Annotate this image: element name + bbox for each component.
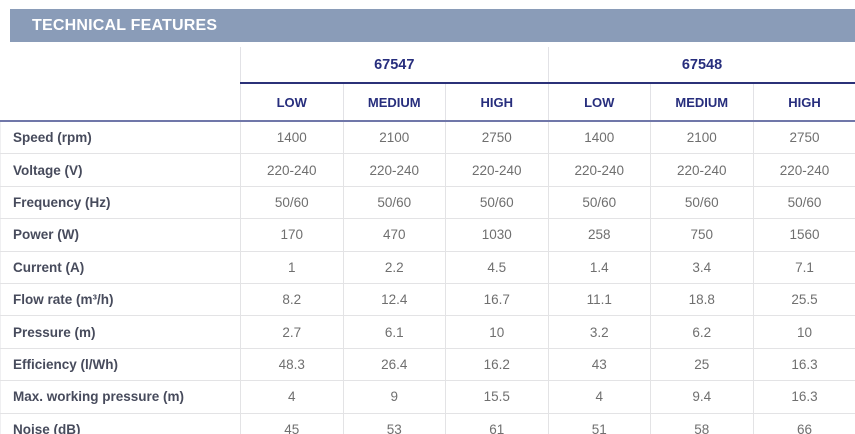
cell-value: 16.3 — [752, 348, 855, 382]
column-header-low: LOW — [240, 83, 343, 122]
cell-value: 750 — [650, 218, 754, 252]
cell-value: 1560 — [752, 218, 855, 252]
row-label: Max. working pressure (m) — [0, 380, 241, 414]
corner-cell — [0, 83, 241, 122]
model-header-row: 67547 67548 — [1, 47, 855, 84]
row-label: Power (W) — [0, 218, 241, 252]
table-row-flow-rate: Flow rate (m³/h) 8.2 12.4 16.7 11.1 18.8… — [0, 283, 855, 317]
model-header-67547: 67547 — [240, 47, 549, 84]
row-label: Frequency (Hz) — [0, 186, 241, 220]
cell-value: 2100 — [650, 121, 754, 155]
column-header-low: LOW — [547, 83, 651, 122]
cell-value: 1 — [240, 251, 343, 284]
cell-value: 6.1 — [342, 315, 446, 349]
cell-value: 4 — [240, 380, 343, 414]
section-title-bar: TECHNICAL FEATURES — [10, 9, 855, 42]
row-label: Speed (rpm) — [0, 121, 241, 155]
cell-value: 2.2 — [342, 251, 446, 284]
table-row-noise: Noise (dB) 45 53 61 51 58 66 — [0, 413, 855, 434]
cell-value: 16.2 — [445, 348, 549, 382]
row-label: Efficiency (l/Wh) — [0, 348, 241, 382]
table-row-power: Power (W) 170 470 1030 258 750 1560 — [0, 218, 855, 252]
table-row-pressure: Pressure (m) 2.7 6.1 10 3.2 6.2 10 — [0, 315, 855, 349]
cell-value: 43 — [547, 348, 651, 382]
section-title: TECHNICAL FEATURES — [32, 16, 218, 34]
table-row-speed: Speed (rpm) 1400 2100 2750 1400 2100 275… — [0, 121, 855, 155]
cell-value: 26.4 — [342, 348, 446, 382]
cell-value: 61 — [445, 413, 549, 434]
cell-value: 53 — [342, 413, 446, 434]
cell-value: 220-240 — [650, 153, 754, 187]
cell-value: 16.3 — [752, 380, 855, 414]
level-header-row: LOW MEDIUM HIGH LOW MEDIUM HIGH — [0, 83, 855, 122]
cell-value: 2100 — [342, 121, 446, 155]
cell-value: 2.7 — [240, 315, 343, 349]
column-header-medium: MEDIUM — [342, 83, 446, 122]
model-header-67548: 67548 — [547, 47, 855, 84]
cell-value: 18.8 — [650, 283, 754, 317]
cell-value: 8.2 — [240, 283, 343, 317]
cell-value: 3.4 — [650, 251, 754, 284]
row-label: Voltage (V) — [0, 153, 241, 187]
technical-features-table: 67547 67548 LOW MEDIUM HIGH LOW MEDIUM H… — [0, 47, 855, 434]
cell-value: 1400 — [240, 121, 343, 155]
row-label: Current (A) — [0, 251, 241, 284]
row-label: Noise (dB) — [0, 413, 241, 434]
cell-value: 25.5 — [752, 283, 855, 317]
cell-value: 50/60 — [445, 186, 549, 220]
row-label: Flow rate (m³/h) — [0, 283, 241, 317]
cell-value: 58 — [650, 413, 754, 434]
cell-value: 50/60 — [547, 186, 651, 220]
cell-value: 220-240 — [547, 153, 651, 187]
cell-value: 15.5 — [445, 380, 549, 414]
cell-value: 50/60 — [752, 186, 855, 220]
cell-value: 2750 — [445, 121, 549, 155]
cell-value: 1.4 — [547, 251, 651, 284]
column-header-medium: MEDIUM — [650, 83, 754, 122]
cell-value: 12.4 — [342, 283, 446, 317]
cell-value: 9 — [342, 380, 446, 414]
column-header-high: HIGH — [752, 83, 855, 122]
cell-value: 50/60 — [342, 186, 446, 220]
cell-value: 1030 — [445, 218, 549, 252]
cell-value: 258 — [547, 218, 651, 252]
cell-value: 45 — [240, 413, 343, 434]
cell-value: 220-240 — [342, 153, 446, 187]
table-row-voltage: Voltage (V) 220-240 220-240 220-240 220-… — [0, 153, 855, 187]
cell-value: 1400 — [547, 121, 651, 155]
cell-value: 220-240 — [240, 153, 343, 187]
cell-value: 50/60 — [650, 186, 754, 220]
cell-value: 11.1 — [547, 283, 651, 317]
cell-value: 4.5 — [445, 251, 549, 284]
cell-value: 6.2 — [650, 315, 754, 349]
cell-value: 10 — [445, 315, 549, 349]
cell-value: 220-240 — [752, 153, 855, 187]
cell-value: 220-240 — [445, 153, 549, 187]
corner-cell — [1, 47, 241, 83]
cell-value: 10 — [752, 315, 855, 349]
row-label: Pressure (m) — [0, 315, 241, 349]
cell-value: 16.7 — [445, 283, 549, 317]
table-row-current: Current (A) 1 2.2 4.5 1.4 3.4 7.1 — [0, 251, 855, 284]
cell-value: 470 — [342, 218, 446, 252]
cell-value: 2750 — [752, 121, 855, 155]
cell-value: 51 — [547, 413, 651, 434]
column-header-high: HIGH — [445, 83, 549, 122]
cell-value: 25 — [650, 348, 754, 382]
table-row-frequency: Frequency (Hz) 50/60 50/60 50/60 50/60 5… — [0, 186, 855, 220]
cell-value: 9.4 — [650, 380, 754, 414]
cell-value: 4 — [547, 380, 651, 414]
cell-value: 7.1 — [752, 251, 855, 284]
cell-value: 66 — [752, 413, 855, 434]
table-row-efficiency: Efficiency (l/Wh) 48.3 26.4 16.2 43 25 1… — [0, 348, 855, 382]
cell-value: 3.2 — [547, 315, 651, 349]
cell-value: 48.3 — [240, 348, 343, 382]
cell-value: 50/60 — [240, 186, 343, 220]
table-row-max-working-pressure: Max. working pressure (m) 4 9 15.5 4 9.4… — [0, 380, 855, 414]
cell-value: 170 — [240, 218, 343, 252]
